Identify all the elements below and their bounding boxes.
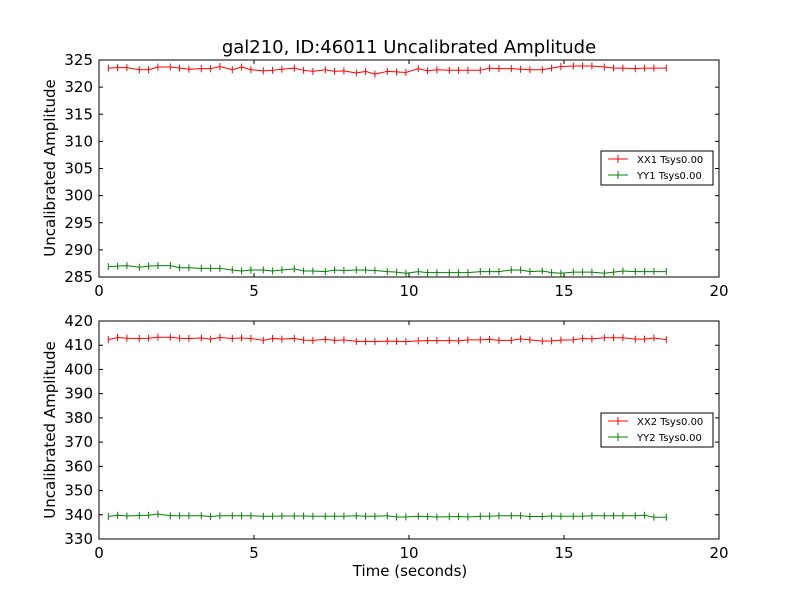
bottom-panel-x-axis-label: Time (seconds): [352, 562, 468, 580]
top-panel-legend-yy1-label: YY1 Tsys0.00: [636, 171, 702, 182]
bottom-panel-y-tick-label: 330: [64, 530, 93, 548]
bottom-panel-y-tick-label: 380: [64, 409, 93, 427]
top-panel-x-ticks: 0 5 10 15 20: [94, 60, 729, 300]
bottom-panel-y-ticks: 330 340 350 360 370 380 390 400 410 420: [64, 312, 719, 548]
top-panel-legend-xx1-label: XX1 Tsys0.00: [637, 155, 703, 166]
bottom-panel-y-tick-label: 390: [64, 385, 93, 403]
bottom-panel-y-tick-label: 400: [64, 360, 93, 378]
bottom-panel-x-tick-label: 20: [709, 544, 728, 562]
top-panel-y-tick-label: 295: [64, 214, 93, 232]
top-panel-y-tick-label: 290: [64, 241, 93, 259]
bottom-panel-y-axis-label: Uncalibrated Amplitude: [41, 341, 59, 518]
top-panel-y-tick-label: 315: [64, 105, 93, 123]
top-panel-x-tick-label: 15: [554, 282, 573, 300]
top-panel-x-tick-label: 5: [249, 282, 259, 300]
bottom-panel-x-tick-label: 10: [399, 544, 418, 562]
bottom-panel-legend: XX2 Tsys0.00 YY2 Tsys0.00: [600, 412, 714, 448]
top-panel-y-ticks: 285 290 295 300 305 310 315 320 325: [64, 51, 719, 286]
bottom-panel: Uncalibrated Amplitude Time (seconds) 0 5…: [41, 312, 729, 580]
top-panel-y-tick-label: 325: [64, 51, 93, 69]
bottom-panel-y-tick-label: 360: [64, 457, 93, 475]
top-panel-legend: XX1 Tsys0.00 YY1 Tsys0.00: [600, 150, 714, 186]
bottom-panel-x-tick-label: 0: [94, 544, 104, 562]
bottom-panel-y-tick-label: 420: [64, 312, 93, 330]
top-panel-y-tick-label: 300: [64, 187, 93, 205]
bottom-panel-y-tick-label: 410: [64, 336, 93, 354]
top-panel-legend-box: [600, 150, 714, 186]
top-panel-y-tick-label: 320: [64, 78, 93, 96]
bottom-panel-y-tick-label: 370: [64, 433, 93, 451]
top-panel-y-tick-label: 310: [64, 132, 93, 150]
top-panel: gal210, ID:46011 Uncalibrated Amplitude …: [41, 37, 729, 300]
bottom-panel-legend-yy2-label: YY2 Tsys0.00: [636, 433, 702, 444]
top-panel-x-tick-label: 10: [399, 282, 418, 300]
bottom-panel-legend-xx2-label: XX2 Tsys0.00: [637, 417, 703, 428]
bottom-panel-x-tick-label: 5: [249, 544, 259, 562]
bottom-panel-y-tick-label: 340: [64, 506, 93, 524]
bottom-panel-x-tick-label: 15: [554, 544, 573, 562]
top-panel-y-axis-label: Uncalibrated Amplitude: [41, 79, 59, 256]
bottom-panel-legend-box: [600, 412, 714, 448]
top-panel-title: gal210, ID:46011 Uncalibrated Amplitude: [222, 37, 596, 58]
top-panel-x-tick-label: 20: [709, 282, 728, 300]
bottom-panel-y-tick-label: 350: [64, 482, 93, 500]
bottom-panel-series: [107, 333, 667, 521]
top-panel-x-tick-label: 0: [94, 282, 104, 300]
bottom-panel-x-ticks: 0 5 10 15 20: [94, 321, 729, 562]
top-panel-y-tick-label: 285: [64, 268, 93, 286]
top-panel-y-tick-label: 305: [64, 160, 93, 178]
top-panel-series: [107, 62, 667, 277]
